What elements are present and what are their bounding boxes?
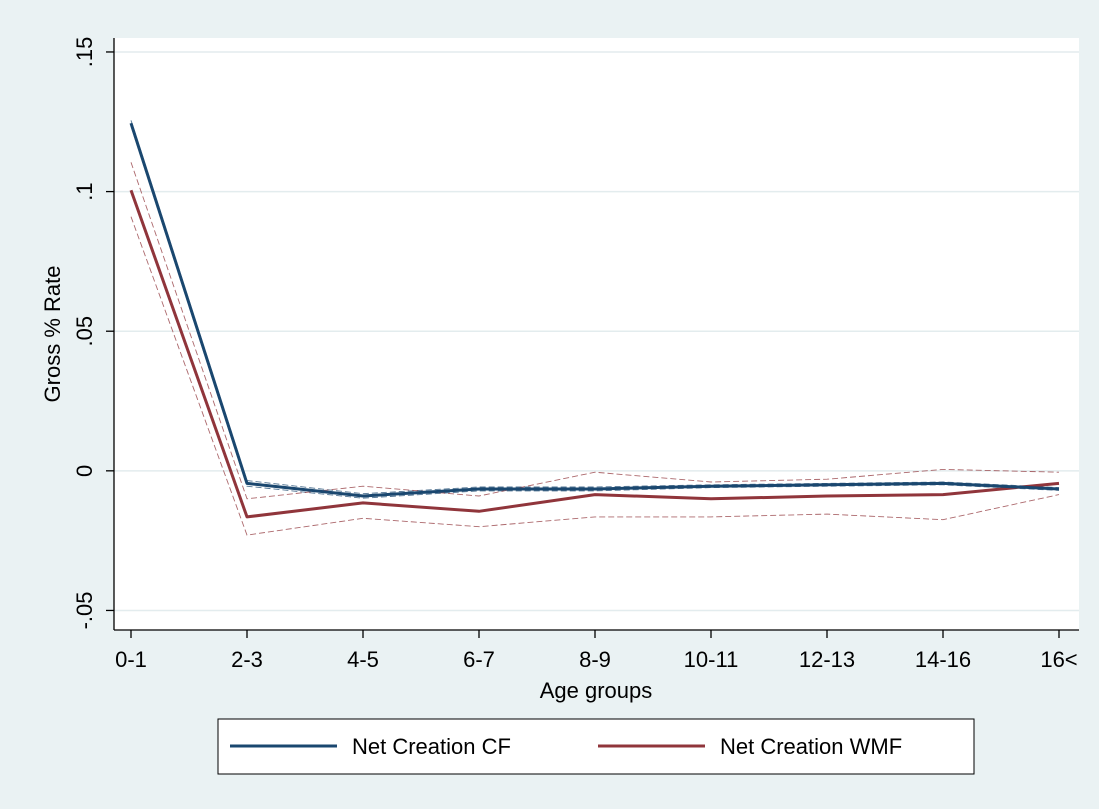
y-tick-label: .15 [72,37,97,68]
y-ticks: .15 .1 .05 0 -.05 [72,37,114,629]
legend-box [217,718,975,775]
series-wmf-ci-upper [130,162,1060,500]
axes [113,38,1079,631]
legend-label-cf: Net Creation CF [352,734,511,759]
y-tick-label: 0 [72,465,97,477]
series-wmf-line [129,189,1060,519]
legend: Net Creation CF Net Creation WMF [217,718,975,775]
plot-area-background [114,38,1079,630]
x-tick-label: 0-1 [115,647,147,672]
series-wmf-ci-lower [130,216,1060,536]
x-tick-label: 14-16 [915,647,971,672]
legend-label-wmf: Net Creation WMF [720,734,902,759]
y-axis-title: Gross % Rate [40,266,65,403]
series-lines [129,122,1060,519]
x-tick-label: 2-3 [231,647,263,672]
x-tick-label: 12-13 [799,647,855,672]
gridlines [114,51,1079,612]
x-tick-label: 16< [1040,647,1077,672]
x-tick-label: 4-5 [347,647,379,672]
x-tick-label: 10-11 [684,647,739,672]
y-tick-label: -.05 [72,591,97,629]
x-ticks: 0-1 2-3 4-5 6-7 8-9 10-11 12-13 14-16 16< [115,630,1078,672]
y-tick-label: .1 [72,182,97,200]
series-cf-line [129,122,1060,498]
x-tick-label: 6-7 [463,647,495,672]
x-axis-title: Age groups [540,678,653,703]
y-tick-label: .05 [72,316,97,347]
x-tick-label: 8-9 [579,647,611,672]
